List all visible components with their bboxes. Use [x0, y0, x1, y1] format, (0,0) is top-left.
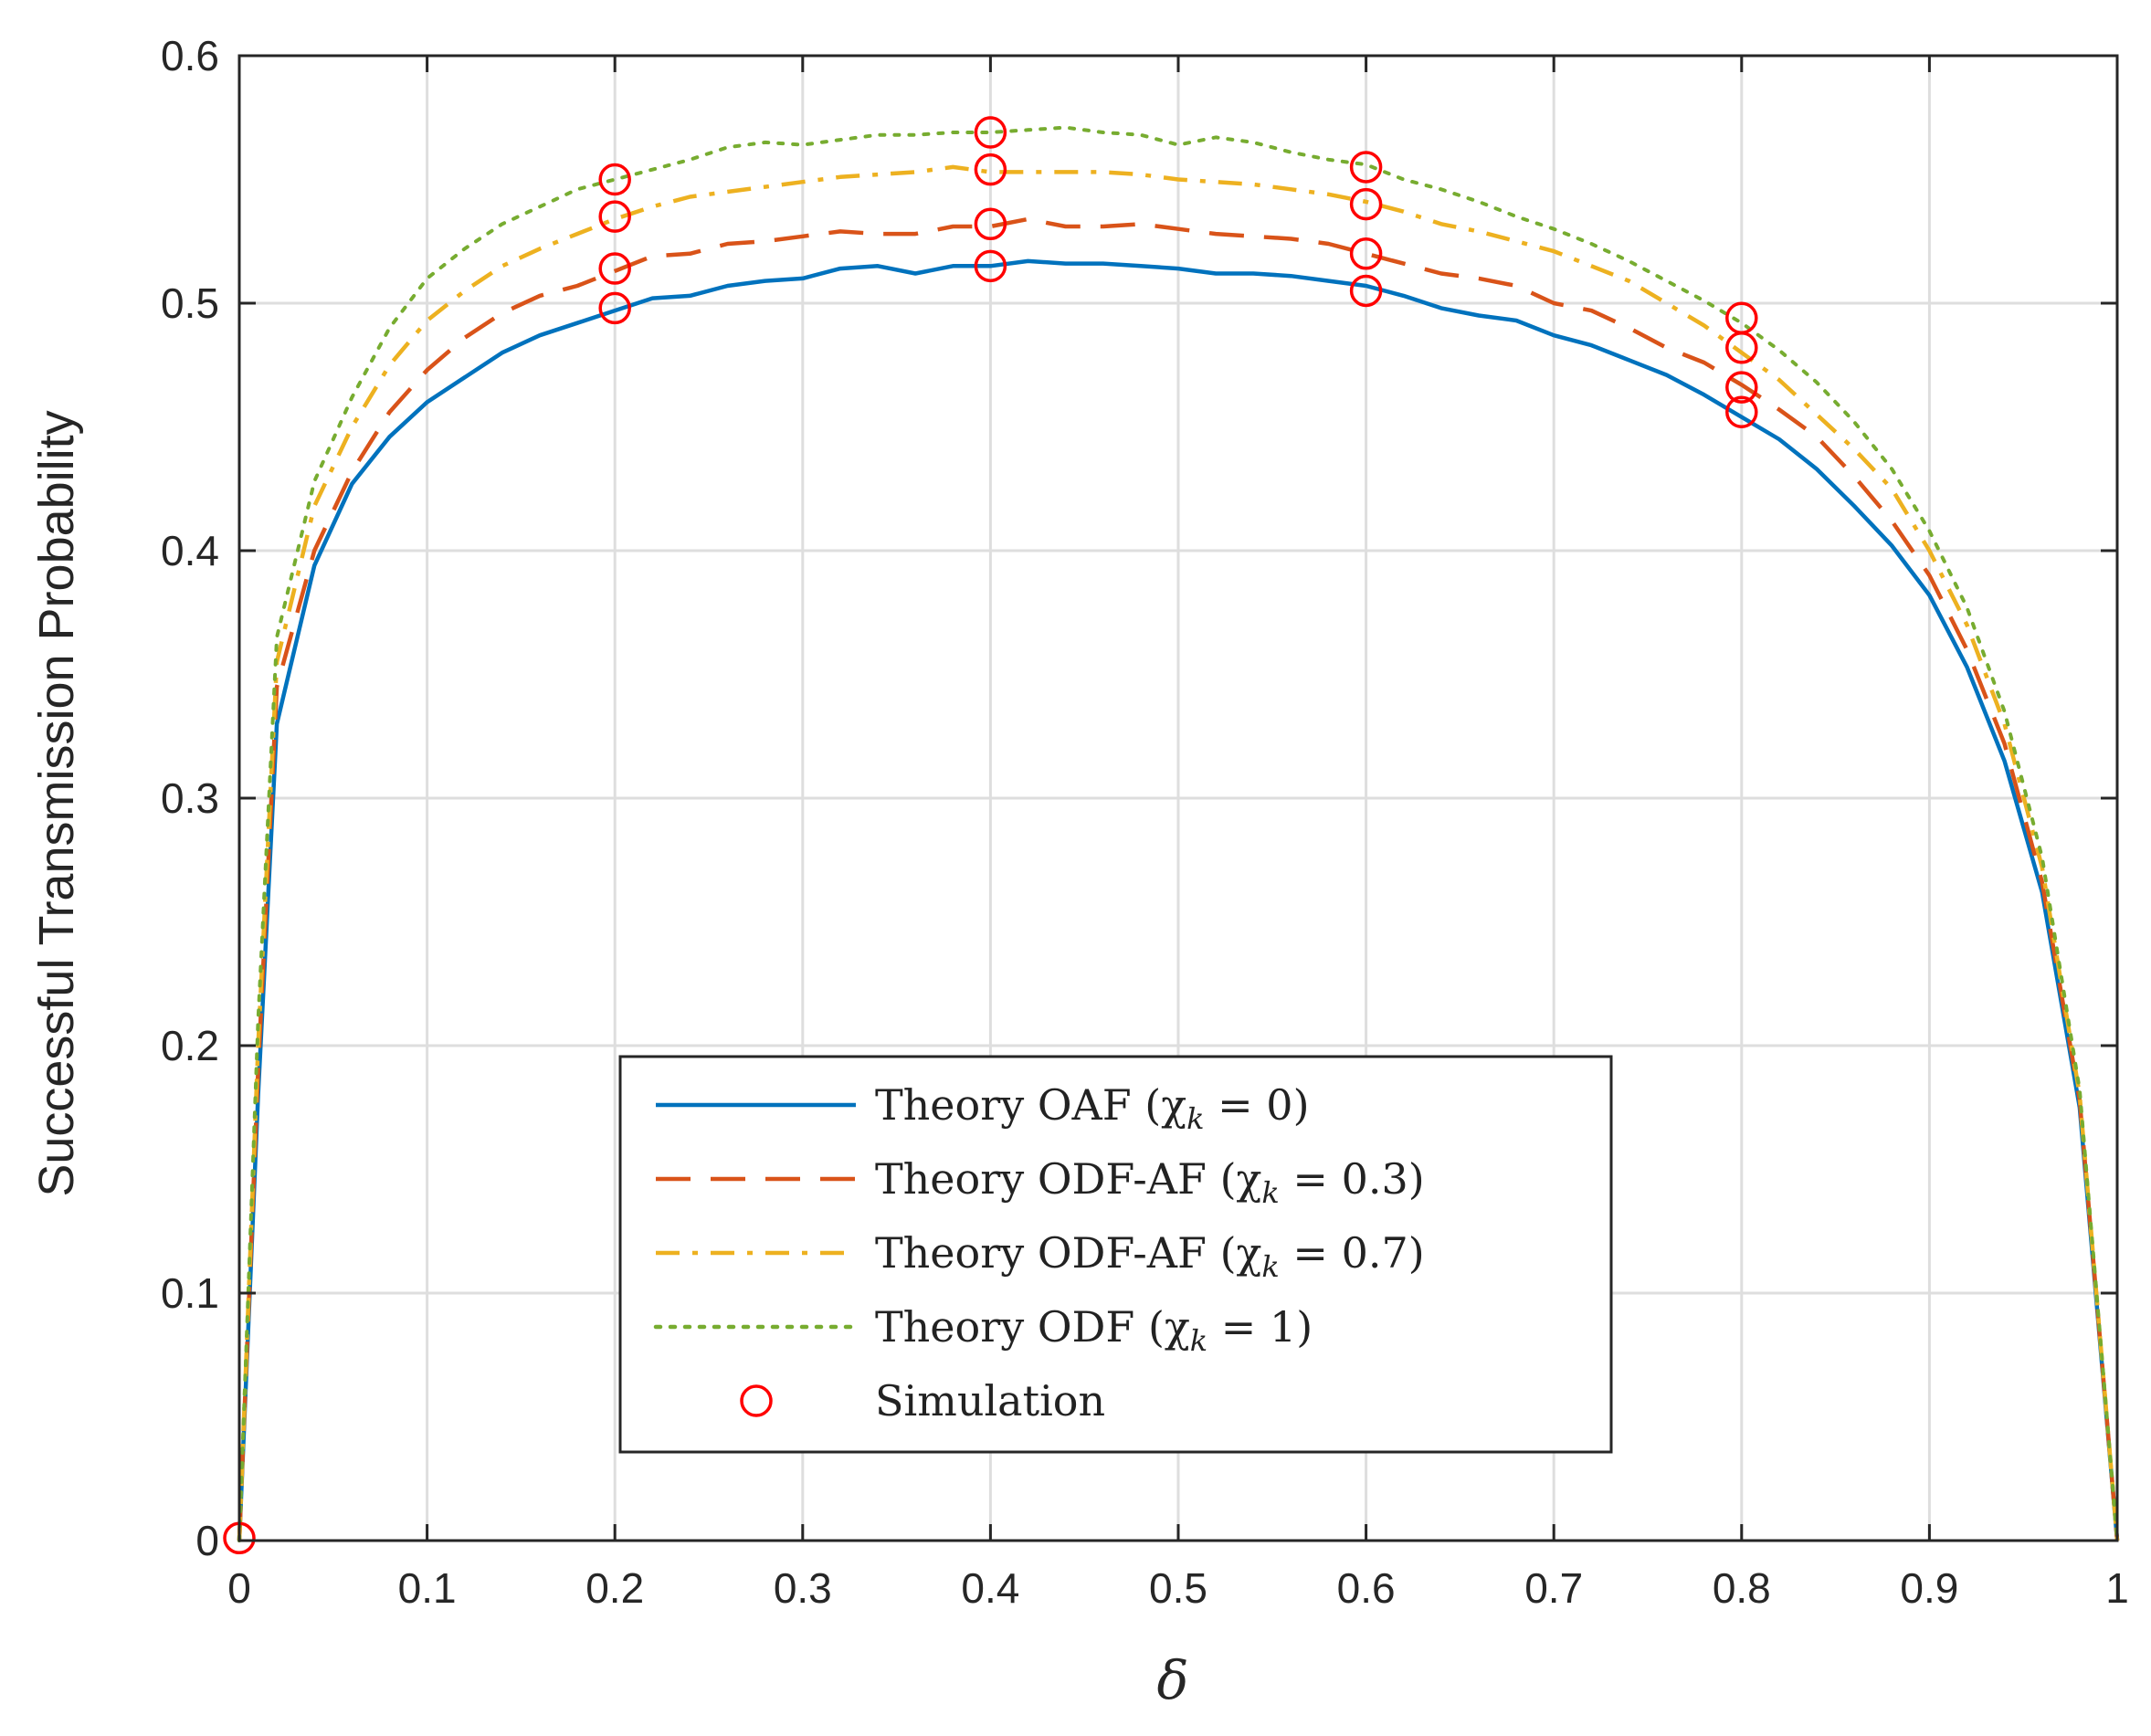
x-tick-label: 0.9	[1900, 1564, 1958, 1612]
legend-label-subscript: k	[1261, 1175, 1279, 1210]
y-axis-title: Successful Transmission Probability	[29, 410, 84, 1196]
x-tick-label: 1	[2105, 1564, 2129, 1612]
y-tick-label: 0.3	[161, 774, 219, 822]
x-tick-label: 0.5	[1149, 1564, 1207, 1612]
legend-marker-simulation	[740, 1384, 773, 1417]
simulation-point	[1725, 395, 1758, 428]
series-line-1	[237, 216, 2120, 1541]
legend-label-subscript: k	[1261, 1249, 1279, 1284]
x-tick-label: 0	[227, 1564, 251, 1612]
legend-label-tail: = 0)	[1205, 1080, 1310, 1130]
x-tick-label: 0.6	[1337, 1564, 1396, 1612]
legend-label-tail: = 0.7)	[1280, 1228, 1425, 1278]
legend-label-main: Theory ODF (χ	[875, 1302, 1190, 1352]
plot-frame	[237, 54, 2119, 1542]
tick-labels: 0 0.1 0.2 0.3 0.4 0.5 0.6 0.7 0.8 0.9 1 0 0.1 0.2 0.3 0…	[161, 32, 2129, 1612]
legend-label: Theory ODF-AF (χk = 0.7)	[875, 1228, 1425, 1284]
simulation-point	[1349, 274, 1383, 308]
x-tick-label: 0.3	[774, 1564, 832, 1612]
simulation-point	[1349, 237, 1383, 270]
simulation-point	[974, 116, 1007, 149]
simulation-point	[598, 291, 631, 325]
legend-label-main: Simulation	[875, 1376, 1105, 1426]
series-line-2	[237, 164, 2120, 1541]
legend-label: Theory ODF (χk = 1)	[875, 1302, 1313, 1358]
axes	[237, 54, 2119, 1542]
legend-label-main: Theory OAF (χ	[875, 1080, 1186, 1130]
simulation-markers	[223, 116, 1758, 1555]
legend-label-main: Theory ODF-AF (χ	[875, 1154, 1261, 1204]
series-line-3	[237, 125, 2119, 1542]
legend-label-tail: = 0.3)	[1280, 1154, 1425, 1204]
simulation-point	[598, 252, 631, 285]
simulation-point	[1725, 301, 1758, 335]
legend: Theory OAF (χk = 0)Theory ODF-AF (χk = 0…	[618, 1055, 1613, 1454]
x-axis-title: δ	[1157, 1649, 1189, 1711]
simulation-point	[1349, 187, 1383, 221]
simulation-point	[974, 249, 1007, 283]
x-tick-label: 0.2	[585, 1564, 644, 1612]
y-tick-label: 0.2	[161, 1022, 219, 1069]
simulation-point	[598, 163, 631, 196]
legend-label: Theory OAF (χk = 0)	[875, 1080, 1310, 1136]
y-tick-label: 0	[195, 1517, 219, 1564]
x-tick-label: 0.8	[1713, 1564, 1771, 1612]
series-line-0	[237, 258, 2120, 1541]
simulation-point	[1349, 151, 1383, 184]
legend-label: Simulation	[875, 1376, 1105, 1426]
x-tick-label: 0.4	[961, 1564, 1019, 1612]
legend-label-tail: = 1)	[1207, 1302, 1313, 1352]
simulation-point	[974, 153, 1007, 186]
simulation-point	[974, 207, 1007, 241]
simulation-point	[1725, 371, 1758, 404]
x-tick-label: 0.7	[1524, 1564, 1583, 1612]
plot-series	[237, 125, 2120, 1542]
y-tick-label: 0.6	[161, 32, 219, 79]
legend-label-subscript: k	[1190, 1323, 1207, 1358]
y-tick-label: 0.1	[161, 1269, 219, 1317]
y-tick-label: 0.4	[161, 527, 219, 574]
legend-label: Theory ODF-AF (χk = 0.3)	[875, 1154, 1425, 1210]
x-tick-label: 0.1	[398, 1564, 457, 1612]
legend-label-subscript: k	[1186, 1101, 1204, 1136]
y-tick-label: 0.5	[161, 279, 219, 327]
simulation-point	[598, 200, 631, 233]
legend-label-main: Theory ODF-AF (χ	[875, 1228, 1261, 1278]
legend-box	[618, 1055, 1613, 1454]
